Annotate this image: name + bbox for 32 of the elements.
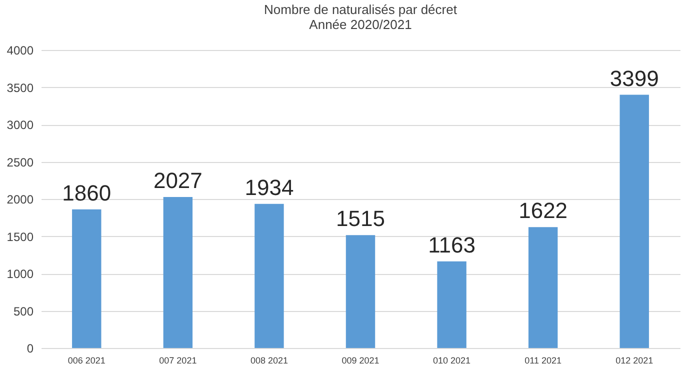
bar [254,204,284,348]
data-label: 3399 [610,66,659,91]
data-label: 1622 [518,198,568,224]
bar [528,227,558,348]
y-tick-label: 2500 [6,155,34,170]
data-label: 1163 [428,232,476,258]
y-tick-label: 0 [26,342,34,356]
y-tick-label: 3000 [6,118,34,132]
x-tick-label: 010 2021 [433,356,471,366]
x-tick-label: 012 2021 [616,356,654,366]
x-tick-label: 007 2021 [159,356,197,366]
x-tick-label: 006 2021 [68,356,106,366]
bar [437,261,466,348]
data-label: 1515 [336,206,385,232]
data-label: 2027 [153,168,202,193]
y-tick-label: 4000 [6,44,34,58]
bar [620,94,649,348]
bar [346,235,376,348]
bar [72,209,102,348]
y-tick-label: 2000 [6,192,34,206]
bar [163,196,193,348]
y-tick-label: 1000 [6,267,34,281]
y-tick-label: 3500 [6,80,34,95]
chart-subtitle: Année 2020/2021 [309,17,412,32]
y-tick-label: 500 [13,304,34,318]
x-tick-label: 011 2021 [524,356,562,366]
data-label: 1860 [62,180,112,206]
y-tick-label: 1500 [6,230,34,244]
chart-title: Nombre de naturalisés par décret [264,2,458,17]
x-tick-label: 009 2021 [342,356,380,366]
x-tick-label: 008 2021 [250,356,288,366]
data-label: 1934 [244,174,294,200]
